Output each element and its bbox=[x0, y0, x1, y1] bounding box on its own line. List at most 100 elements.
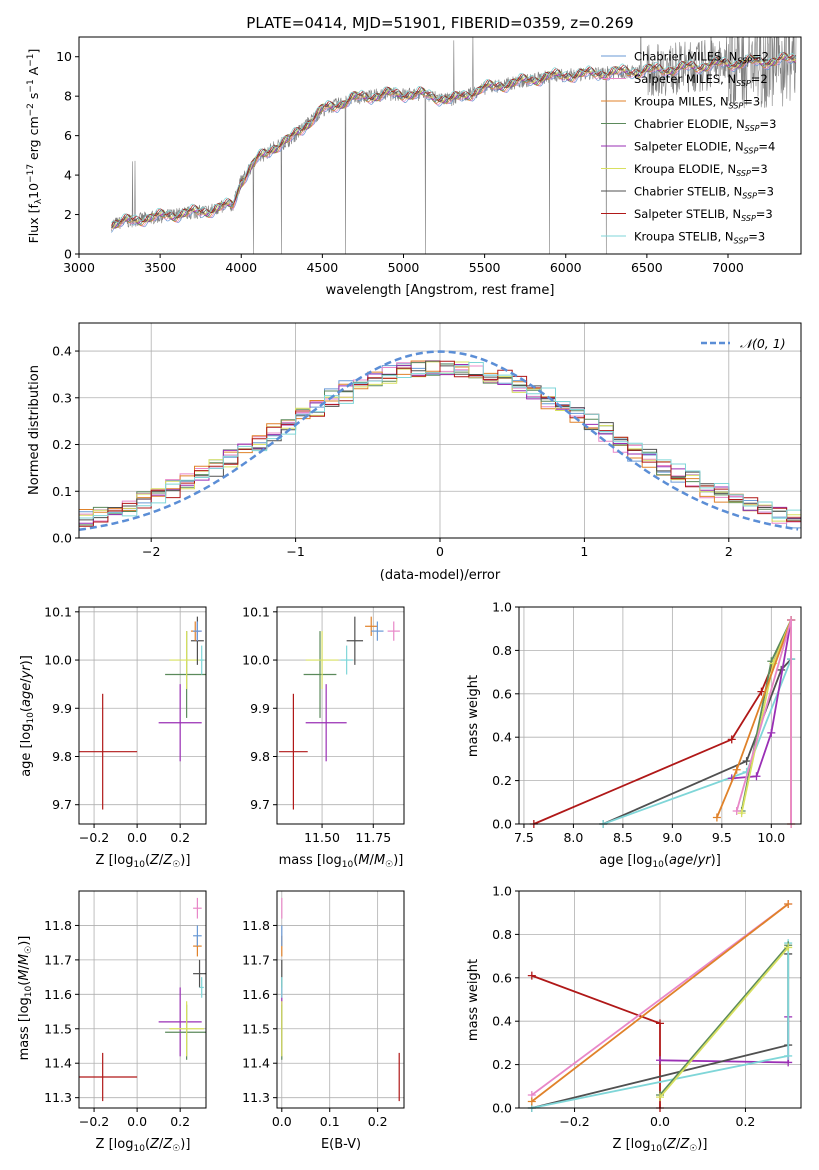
x-tick-label: 0.0 bbox=[127, 830, 147, 845]
mE-xlabel: E(B-V) bbox=[321, 1137, 361, 1152]
weight-series-line bbox=[731, 619, 792, 780]
weight-point-marker bbox=[712, 813, 721, 822]
y-tick-label: 0.2 bbox=[492, 1057, 512, 1072]
weight-point-marker bbox=[656, 1056, 664, 1065]
y-tick-label: 9.8 bbox=[250, 749, 270, 764]
weight-point-marker bbox=[732, 806, 741, 815]
x-tick-label: 3000 bbox=[63, 260, 95, 275]
spectrum-panel: Chabrier MILES, NSSP=2 Salpeter MILES, NS… bbox=[26, 36, 802, 298]
x-tick-label: 0 bbox=[436, 544, 444, 559]
mZ-ylabel: mass [log10(M/M☉)] bbox=[17, 936, 34, 1061]
x-tick-label: 9.5 bbox=[712, 830, 732, 845]
legend-label: Chabrier STELIB, NSSP=3 bbox=[634, 185, 774, 201]
y-tick-label: 0.6 bbox=[492, 686, 512, 701]
x-tick-label: −0.2 bbox=[559, 1114, 589, 1129]
x-tick-label: 8.0 bbox=[563, 830, 583, 845]
axes-frame bbox=[276, 606, 405, 825]
legend-label: Salpeter MILES, NSSP=2 bbox=[634, 72, 768, 88]
weight-point-marker bbox=[727, 735, 736, 744]
residual-ylabel: Normed distribution bbox=[27, 365, 42, 495]
weight-point-marker bbox=[527, 971, 536, 980]
x-tick-label: 0.2 bbox=[170, 830, 190, 845]
wZ-ylabel: mass weight bbox=[466, 959, 481, 1041]
y-tick-label: 6 bbox=[64, 128, 72, 143]
weight-vs-age-panel: 7.5 8.0 8.5 9.0 9.5 10.0 0.0 0.2 0.4 0.6 0.8 1.0 bbox=[492, 600, 802, 845]
axes-frame bbox=[78, 606, 207, 825]
y-tick-label: 11.4 bbox=[44, 1056, 72, 1071]
weight-point-marker bbox=[784, 900, 793, 909]
weight-series-line bbox=[659, 944, 789, 1096]
y-tick-label: 2 bbox=[64, 207, 72, 222]
y-tick-label: 11.5 bbox=[44, 1021, 72, 1036]
weight-point-marker bbox=[656, 1093, 664, 1102]
x-tick-label: 1 bbox=[580, 544, 588, 559]
x-tick-label: 8.5 bbox=[613, 830, 633, 845]
y-tick-label: 11.3 bbox=[44, 1090, 72, 1105]
y-tick-label: 9.8 bbox=[52, 749, 72, 764]
legend-label: Kroupa STELIB, NSSP=3 bbox=[634, 230, 765, 246]
x-tick-label: 6500 bbox=[631, 260, 663, 275]
weight-series-line bbox=[602, 658, 792, 825]
model-spectrum-line bbox=[111, 53, 797, 229]
y-tick-label: 0.1 bbox=[52, 484, 72, 499]
y-tick-label: 11.5 bbox=[242, 1021, 270, 1036]
y-tick-label: 0.0 bbox=[52, 531, 72, 546]
y-tick-label: 0.8 bbox=[492, 643, 512, 658]
axes-frame bbox=[518, 606, 802, 825]
x-tick-label: 0.2 bbox=[736, 1114, 756, 1129]
y-tick-label: 10.0 bbox=[242, 653, 270, 668]
legend-label: Salpeter ELODIE, NSSP=4 bbox=[634, 140, 775, 156]
y-tick-label: 10.1 bbox=[242, 604, 270, 619]
x-tick-label: 0.0 bbox=[272, 1114, 292, 1129]
y-tick-label: 0.0 bbox=[492, 1101, 512, 1116]
ageZ-ylabel: age [log10(age/yr)] bbox=[19, 655, 36, 777]
y-tick-label: 11.4 bbox=[242, 1056, 270, 1071]
residual-legend: 𝒩(0, 1) bbox=[701, 336, 786, 351]
legend-label: Kroupa ELODIE, NSSP=3 bbox=[634, 162, 768, 178]
axes-frame bbox=[518, 890, 802, 1109]
weight-point-marker bbox=[737, 809, 746, 818]
weight-point-marker bbox=[784, 943, 793, 952]
normal-legend-label: 𝒩(0, 1) bbox=[740, 336, 786, 351]
x-tick-label: 0.2 bbox=[368, 1114, 388, 1129]
model-spectrum-line bbox=[111, 57, 796, 233]
residual-xlabel: (data-model)/error bbox=[380, 568, 501, 583]
weight-point-marker bbox=[742, 757, 751, 766]
y-tick-label: 11.7 bbox=[44, 952, 72, 967]
weight-point-marker bbox=[527, 1097, 536, 1106]
residual-histograms bbox=[78, 350, 801, 532]
weight-series-line bbox=[531, 974, 661, 1108]
y-tick-label: 1.0 bbox=[492, 884, 512, 899]
weight-vs-metallicity-panel: −0.2 0.0 0.2 0.0 0.2 0.4 0.6 0.8 1.0 bbox=[492, 884, 802, 1129]
axes-frame bbox=[276, 890, 405, 1109]
age-vs-metallicity-panel: −0.2 0.0 0.2 9.7 9.8 9.9 10.0 10.1 bbox=[44, 604, 207, 845]
x-tick-label: 4000 bbox=[225, 260, 257, 275]
x-tick-label: 10.0 bbox=[757, 830, 785, 845]
x-tick-label: 5500 bbox=[469, 260, 501, 275]
y-tick-label: 11.7 bbox=[242, 952, 270, 967]
weight-point-marker bbox=[656, 1019, 664, 1028]
x-tick-label: 0.0 bbox=[650, 1114, 670, 1129]
y-tick-label: 0.4 bbox=[52, 344, 72, 359]
residual-frame bbox=[78, 322, 802, 539]
y-tick-label: 9.9 bbox=[52, 701, 72, 716]
weight-series-line bbox=[659, 1016, 790, 1064]
wAge-ylabel: mass weight bbox=[466, 675, 481, 757]
y-tick-label: 0.3 bbox=[52, 390, 72, 405]
y-tick-label: 0.2 bbox=[492, 773, 512, 788]
y-tick-label: 11.3 bbox=[242, 1090, 270, 1105]
x-tick-label: 9.0 bbox=[662, 830, 682, 845]
x-tick-label: 3500 bbox=[144, 260, 176, 275]
y-tick-label: 10 bbox=[56, 49, 72, 64]
residual-panel: −2 −1 0 1 2 0.0 0.1 0.2 0.3 0.4 𝒩(0, 1) (data-mod… bbox=[27, 322, 802, 583]
x-tick-label: 0.2 bbox=[170, 1114, 190, 1129]
spectrum-lines bbox=[111, 37, 797, 254]
legend-label: Chabrier ELODIE, NSSP=3 bbox=[634, 117, 776, 133]
x-tick-label: −1 bbox=[286, 544, 304, 559]
x-tick-label: −0.2 bbox=[79, 1114, 109, 1129]
y-tick-label: 0.2 bbox=[52, 437, 72, 452]
weight-series-line bbox=[531, 903, 789, 1103]
mass-vs-metallicity-panel: −0.2 0.0 0.2 11.3 11.4 11.5 11.6 11.7 11.8 bbox=[44, 890, 207, 1129]
model-spectrum-line bbox=[111, 52, 797, 226]
x-tick-label: 7.5 bbox=[514, 830, 534, 845]
